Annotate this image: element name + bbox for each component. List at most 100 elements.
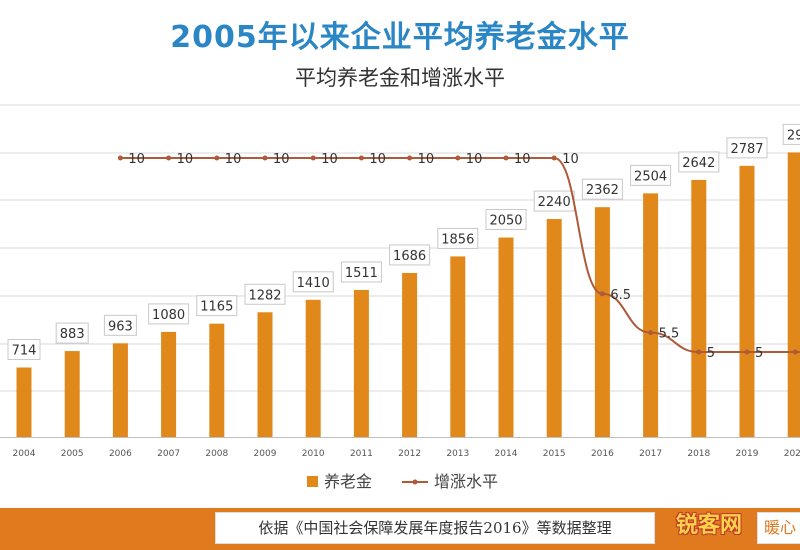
x-tick-label: 2007 — [157, 449, 180, 459]
bar-label-box — [581, 178, 623, 200]
corner-tag: 暖心 — [757, 512, 800, 544]
line-point — [310, 155, 316, 161]
legend: 养老金 增涨水平 — [307, 472, 498, 491]
bar-label: 714 — [7, 339, 41, 361]
bar — [594, 207, 610, 437]
legend-swatch-bar — [307, 476, 318, 487]
bar — [112, 343, 128, 437]
bar — [209, 323, 225, 437]
legend-label-line: 增涨水平 — [434, 472, 498, 491]
line-point — [455, 155, 461, 161]
bar-label: 883 — [55, 322, 89, 344]
line-point — [792, 349, 798, 355]
x-tick-label: 2005 — [61, 449, 84, 459]
x-tick-label: 2011 — [350, 449, 373, 459]
x-tick-label: 2013 — [446, 449, 469, 459]
line-point — [214, 155, 220, 161]
legend-label-bar: 养老金 — [324, 472, 372, 491]
bar-label-text: 883 — [60, 327, 85, 342]
bar-label: 2240 — [533, 190, 575, 212]
x-tick-label: 2019 — [736, 449, 759, 459]
bar-label-box — [148, 303, 190, 325]
bar — [787, 152, 800, 437]
line-point — [262, 155, 268, 161]
bar-label: 1511 — [340, 261, 382, 283]
bar-label: 1686 — [389, 244, 431, 266]
bar-label-box — [292, 271, 334, 293]
x-tick-label: 2009 — [254, 449, 277, 459]
site-logo: 锐客网 — [676, 513, 743, 538]
bar-label-text: 2787 — [730, 142, 763, 157]
bar-label-box — [437, 227, 479, 249]
line-point — [117, 155, 123, 161]
bar-label-box — [55, 322, 89, 344]
bar-label-box — [630, 164, 672, 186]
line-label: 10 — [418, 152, 435, 167]
bar-label-box — [678, 151, 720, 173]
line-point — [696, 349, 702, 355]
line-label: 5 — [707, 346, 715, 361]
bar-label: 1856 — [437, 227, 479, 249]
bar-label-box — [340, 261, 382, 283]
bar-label-text: 29 — [787, 128, 800, 143]
line-point — [407, 155, 413, 161]
bar-label-box — [389, 244, 431, 266]
bar-label: 2787 — [726, 137, 768, 159]
bar-label-box — [726, 137, 768, 159]
line-label: 10 — [321, 152, 338, 167]
bar — [546, 219, 562, 437]
x-axis-ticks: 2004 2005 2006 2007 2008 2009 2010 2011 2012 2013… — [13, 449, 800, 459]
bar — [64, 351, 80, 437]
x-tick-label: 2018 — [687, 449, 710, 459]
bar-label: 2050 — [485, 209, 527, 231]
bar — [739, 165, 755, 438]
bar-label-text: 1080 — [152, 308, 185, 323]
chart-title: 2005年以来企业平均养老金水平 — [170, 20, 630, 55]
x-tick-label: 2014 — [495, 449, 518, 459]
bar-label-box — [485, 209, 527, 231]
bar-label-box — [782, 123, 800, 145]
bar-label-text: 1410 — [297, 276, 330, 291]
bar-label: 1080 — [148, 303, 190, 325]
line-label: 10 — [514, 152, 531, 167]
x-tick-label: 2020 — [784, 449, 800, 459]
bar-label-text: 1165 — [200, 300, 233, 315]
line-point — [599, 291, 605, 297]
line-label: 5.5 — [659, 327, 680, 342]
bar-series — [16, 152, 800, 438]
bar — [402, 272, 418, 437]
source-note: 依据《中国社会保障发展年度报告2016》等数据整理 — [215, 512, 655, 544]
line-label: 5 — [755, 346, 763, 361]
bar — [643, 193, 659, 437]
bar-label: 963 — [103, 314, 137, 336]
line-path — [120, 157, 800, 353]
bar-label-text: 963 — [108, 319, 133, 334]
bar-label-box — [7, 339, 41, 361]
bar-label: 1165 — [196, 295, 238, 317]
bar-label-box — [103, 314, 137, 336]
bar-label: 2642 — [678, 151, 720, 173]
bar-label-text: 2642 — [682, 156, 715, 171]
x-tick-label: 2006 — [109, 449, 132, 459]
line-label: 6.5 — [610, 288, 631, 303]
line-point — [358, 155, 364, 161]
bar — [691, 179, 707, 437]
line-series: 10 10 10 10 10 10 10 10 10 10 6.5 5.5 5 5 — [117, 152, 800, 361]
line-point — [648, 330, 654, 336]
bar — [353, 289, 369, 437]
line-point — [166, 155, 172, 161]
bar-label-text: 1856 — [441, 232, 474, 247]
bar-label-text: 1511 — [345, 266, 378, 281]
bar-label: 29 — [782, 123, 800, 145]
line-label: 10 — [177, 152, 194, 167]
bar — [161, 331, 177, 437]
bar-label-text: 2050 — [489, 214, 522, 229]
line-label: 10 — [369, 152, 386, 167]
line-label: 10 — [466, 152, 483, 167]
chart-subtitle: 平均养老金和增涨水平 — [295, 66, 505, 90]
bar-label-text: 2362 — [586, 183, 619, 198]
bar — [16, 367, 32, 437]
line-point — [744, 349, 750, 355]
line-point — [503, 155, 509, 161]
x-tick-label: 2010 — [302, 449, 325, 459]
